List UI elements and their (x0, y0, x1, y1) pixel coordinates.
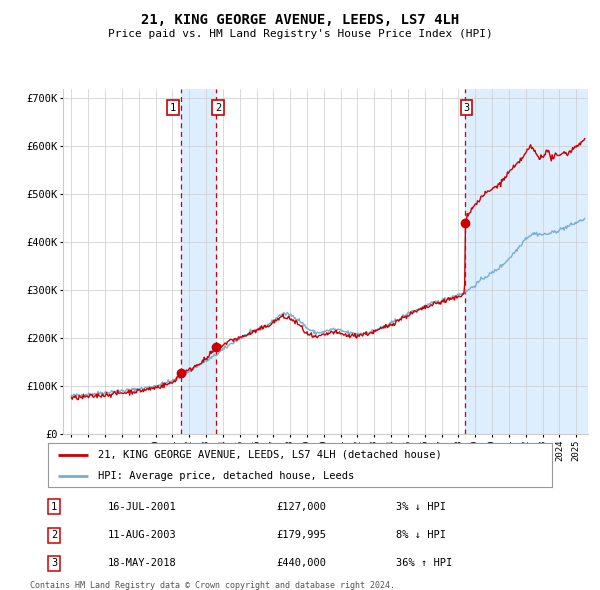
Text: 8% ↓ HPI: 8% ↓ HPI (396, 530, 446, 540)
Text: Contains HM Land Registry data © Crown copyright and database right 2024.: Contains HM Land Registry data © Crown c… (30, 581, 395, 589)
Text: £127,000: £127,000 (276, 502, 326, 512)
Text: 3% ↓ HPI: 3% ↓ HPI (396, 502, 446, 512)
Text: 1: 1 (170, 103, 176, 113)
Text: 1: 1 (51, 502, 57, 512)
Text: 18-MAY-2018: 18-MAY-2018 (108, 559, 177, 568)
Text: 21, KING GEORGE AVENUE, LEEDS, LS7 4LH (detached house): 21, KING GEORGE AVENUE, LEEDS, LS7 4LH (… (98, 450, 442, 460)
Text: 3: 3 (51, 559, 57, 568)
Text: HPI: Average price, detached house, Leeds: HPI: Average price, detached house, Leed… (98, 471, 355, 481)
Text: £440,000: £440,000 (276, 559, 326, 568)
Text: Price paid vs. HM Land Registry's House Price Index (HPI): Price paid vs. HM Land Registry's House … (107, 29, 493, 39)
Bar (465, 88, 588, 434)
Text: 2: 2 (51, 530, 57, 540)
Text: 2: 2 (215, 103, 221, 113)
Text: 21, KING GEORGE AVENUE, LEEDS, LS7 4LH: 21, KING GEORGE AVENUE, LEEDS, LS7 4LH (141, 13, 459, 27)
Text: 11-AUG-2003: 11-AUG-2003 (108, 530, 177, 540)
Text: 16-JUL-2001: 16-JUL-2001 (108, 502, 177, 512)
Text: 36% ↑ HPI: 36% ↑ HPI (396, 559, 452, 568)
Bar (181, 88, 216, 434)
Text: 3: 3 (463, 103, 470, 113)
Text: £179,995: £179,995 (276, 530, 326, 540)
